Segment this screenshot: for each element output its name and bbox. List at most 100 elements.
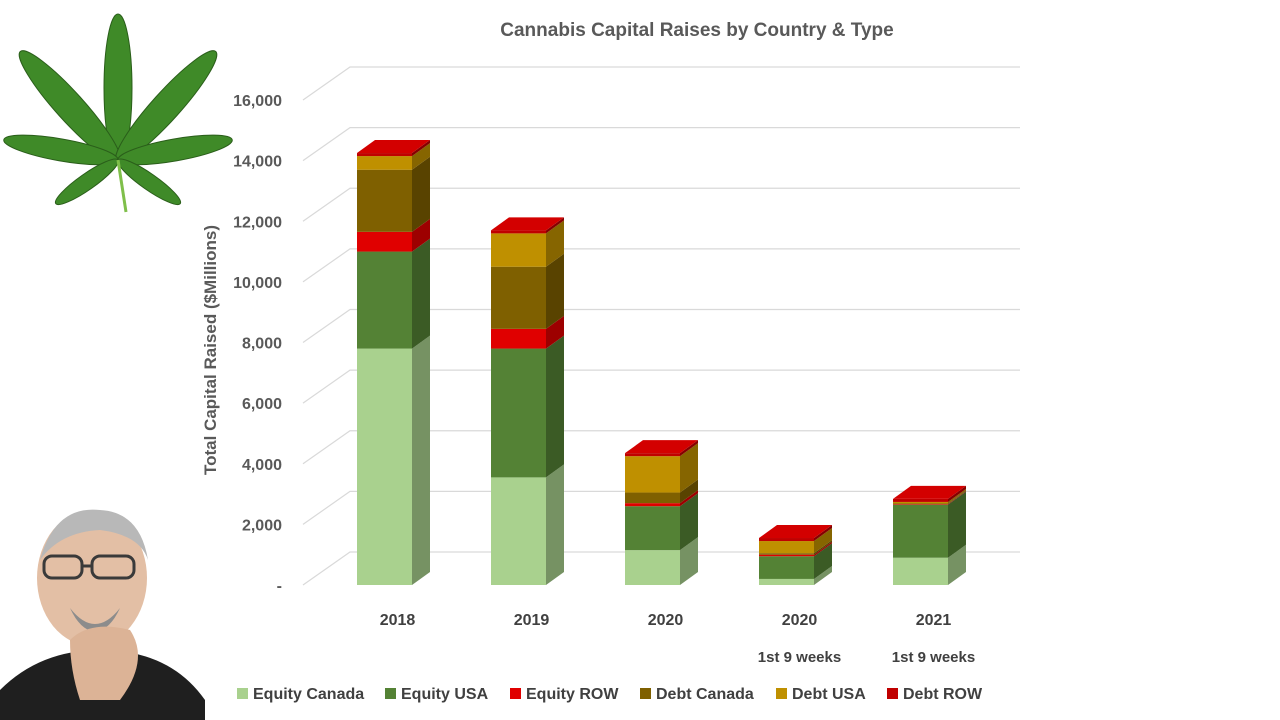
legend-label: Equity Canada (253, 686, 364, 703)
bar-segment (893, 557, 948, 585)
legend-label: Equity ROW (526, 686, 619, 703)
bar-segment (357, 348, 412, 585)
x-category-label: 2020 (782, 612, 818, 629)
bar-segment (491, 233, 546, 267)
bar-segment (759, 554, 814, 557)
bar-segment-side (412, 156, 430, 232)
bar-segment (625, 503, 680, 507)
legend-swatch (887, 688, 898, 699)
bar-segment (491, 266, 546, 329)
y-tick-label: - (277, 578, 282, 595)
bar-segment-side (814, 565, 832, 585)
bar-segment (893, 503, 948, 505)
bar-stack (759, 525, 832, 585)
bar-stack (893, 485, 966, 585)
bar-segment (759, 541, 814, 554)
bar-segment-side (412, 238, 430, 349)
gridline (302, 430, 1020, 465)
gridline (302, 187, 1020, 222)
bar-segment-side (412, 335, 430, 585)
bar-segment (625, 506, 680, 551)
y-tick-label: 4,000 (242, 457, 282, 474)
bar-segment-side (948, 488, 966, 504)
bar-segment-side (546, 464, 564, 585)
y-axis-label: Total Capital Raised ($Millions) (201, 225, 220, 475)
chart-title: Cannabis Capital Raises by Country & Typ… (500, 20, 893, 41)
bar-stack (625, 440, 698, 585)
bar-segment-side (680, 443, 698, 493)
bar-segment (491, 348, 546, 478)
legend-label: Equity USA (401, 686, 489, 703)
gridline (302, 490, 1020, 525)
bar-segment-side (948, 544, 966, 585)
bar-segment (625, 453, 680, 457)
x-axis-labels: 2018 2019 2020 2020 1st 9 weeks 2021 1st 9 wee… (380, 612, 976, 666)
bars (357, 140, 966, 585)
gridline (302, 308, 1020, 343)
bar-segment-side (680, 490, 698, 507)
bar-segment-side (412, 143, 430, 170)
bar-segment (491, 328, 546, 349)
bar-segment (893, 498, 948, 502)
bar-stack (357, 140, 430, 585)
cannabis-leaf-icon (3, 13, 233, 213)
bar-segment-side (948, 491, 966, 505)
bar-segment-side (680, 493, 698, 551)
bar-segment (625, 492, 680, 504)
y-tick-label: 12,000 (233, 214, 282, 231)
bar-segment-side (546, 253, 564, 329)
bar-segment-side (546, 335, 564, 478)
bar-segment (893, 501, 948, 504)
legend-swatch (776, 688, 787, 699)
y-tick-label: 8,000 (242, 336, 282, 353)
legend-item: Equity Canada (237, 686, 364, 703)
bar-segment (759, 553, 814, 555)
legend-item: Debt ROW (887, 686, 983, 703)
bar-segment-side (814, 540, 832, 555)
bar-segment-side (814, 543, 832, 579)
y-tick-label: 14,000 (233, 154, 282, 171)
bar-segment-side (412, 140, 430, 157)
x-category-label: 2021 (916, 612, 952, 629)
legend-item: Debt Canada (640, 686, 754, 703)
bar-segment (357, 231, 412, 252)
y-tick-label: 16,000 (233, 93, 282, 110)
bar-segment-side (546, 217, 564, 234)
legend-item: Debt USA (776, 686, 866, 703)
x-category-sublabel: 1st 9 weeks (892, 649, 975, 666)
presenter-photo (0, 509, 205, 720)
legend-item: Equity ROW (510, 686, 619, 703)
x-category-label: 2020 (648, 612, 684, 629)
bar-top (893, 485, 966, 499)
bar-segment-side (680, 440, 698, 457)
x-category-sublabel: 1st 9 weeks (758, 649, 841, 666)
bar-segment (893, 504, 948, 558)
gridline (302, 66, 1020, 101)
legend-swatch (385, 688, 396, 699)
legend-swatch (237, 688, 248, 699)
bar-top (357, 140, 430, 154)
bar-top (759, 525, 832, 539)
legend-label: Debt Canada (656, 686, 754, 703)
x-category-label: 2019 (514, 612, 550, 629)
legend-item: Equity USA (385, 686, 489, 703)
bar-segment (491, 477, 546, 585)
legend-swatch (640, 688, 651, 699)
bar-segment-side (814, 541, 832, 557)
bar-segment (625, 456, 680, 493)
y-tick-label: 2,000 (242, 517, 282, 534)
gridline (302, 127, 1020, 162)
bar-stack (491, 217, 564, 585)
bar-segment (625, 550, 680, 585)
legend-label: Debt USA (792, 686, 866, 703)
y-tick-label: 6,000 (242, 396, 282, 413)
bar-segment-side (546, 315, 564, 349)
bar-segment-side (546, 220, 564, 267)
bar-segment-side (680, 537, 698, 585)
bar-segment-side (412, 218, 430, 252)
x-category-label: 2018 (380, 612, 416, 629)
bar-segment (357, 153, 412, 157)
bar-segment-side (948, 490, 966, 505)
bar-segment-side (948, 491, 966, 558)
